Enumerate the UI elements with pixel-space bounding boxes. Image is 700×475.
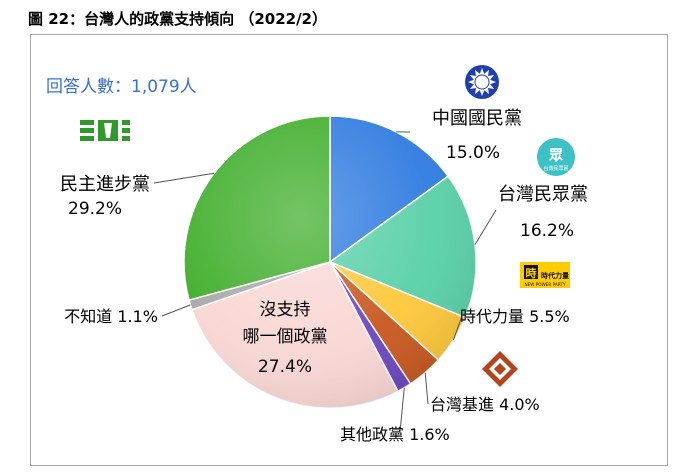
slice-label-5-line0: 沒支持: [260, 300, 311, 320]
leader-line-2: [453, 315, 463, 340]
slice-label-5-line1: 哪一個政黨: [243, 327, 328, 347]
figure-title: 圖 22：台灣人的政黨支持傾向 （2022/2）: [28, 10, 327, 28]
npp-logo-english: NEW POWER PARTY: [525, 282, 566, 287]
npp-logo-icon: 時時代力量 NEW POWER PARTY: [520, 262, 570, 288]
slice-label-2: 時代力量 5.5%: [460, 307, 570, 326]
leader-line-3: [424, 372, 429, 405]
tpp-logo-glyph: 眾: [548, 148, 563, 164]
slice-label-0: 中國國民黨: [432, 108, 522, 129]
tsp-logo-icon: [482, 351, 518, 387]
leader-line-4: [399, 387, 405, 433]
slice-label-1: 台灣民眾黨: [498, 184, 588, 205]
slice-value-7: 29.2%: [68, 199, 122, 219]
sample-size-note: 回答人數：1,079人: [46, 77, 197, 97]
leader-line-6: [161, 304, 191, 317]
tpp-logo-text: 台灣民眾黨: [543, 165, 568, 172]
leader-line-7: [153, 172, 215, 184]
kmt-sun-logo-icon: [465, 65, 499, 99]
npp-logo-glyph: 時: [526, 266, 537, 280]
slice-value-1: 16.2%: [520, 221, 574, 241]
slice-label-4: 其他政黨 1.6%: [340, 425, 450, 444]
leader-line-1: [474, 209, 497, 245]
slice-label-3: 台灣基進 4.0%: [430, 395, 540, 414]
slice-label-7: 民主進步黨: [60, 174, 150, 195]
npp-logo-text: 時代力量: [541, 271, 569, 280]
dpp-logo-icon: [80, 120, 130, 141]
slice-value-0: 15.0%: [446, 143, 500, 163]
slice-label-6: 不知道 1.1%: [64, 307, 158, 326]
slice-value-5: 27.4%: [258, 357, 312, 377]
